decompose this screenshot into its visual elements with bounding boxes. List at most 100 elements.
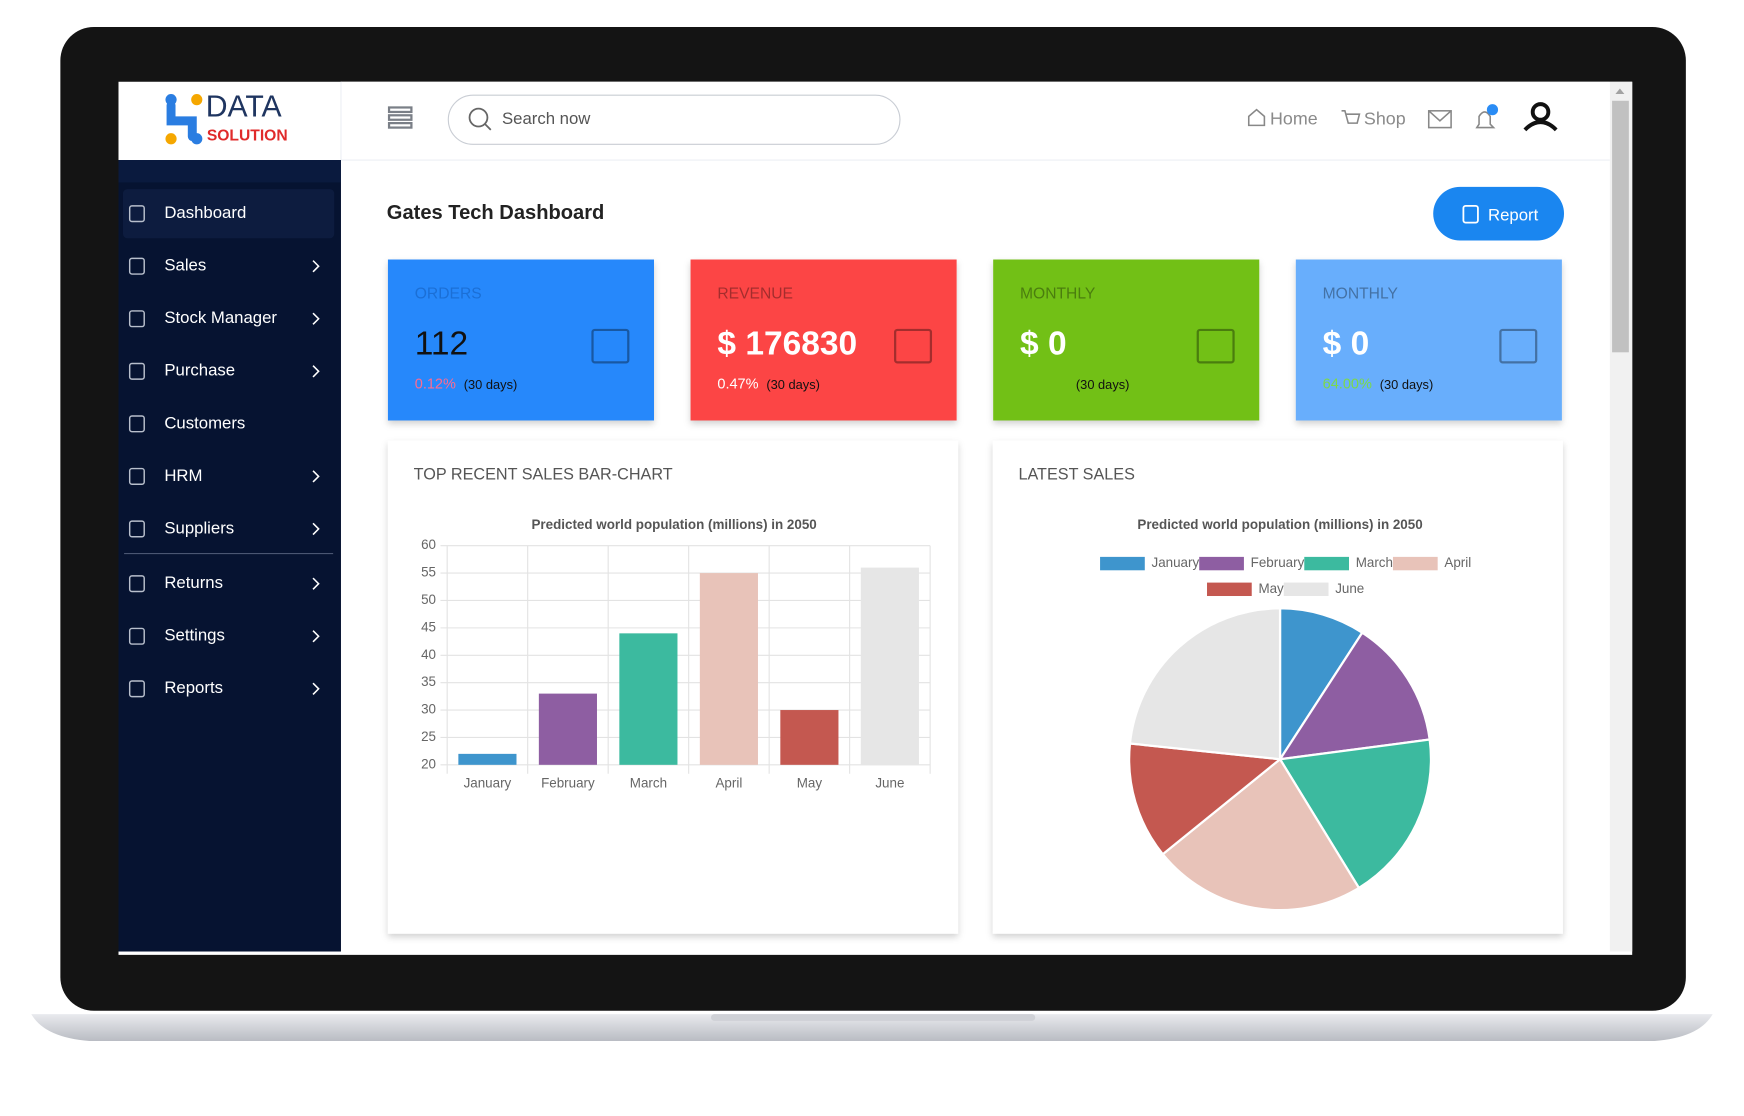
y-tick-label: 35 [421, 674, 436, 689]
x-tick-label: May [797, 775, 823, 790]
card-icon[interactable] [1499, 328, 1538, 364]
menu-icon [128, 627, 145, 645]
logo[interactable]: DATA SOLUTION [165, 91, 288, 145]
menu-item[interactable]: Customers [164, 413, 245, 432]
report-button[interactable] [1433, 186, 1565, 241]
chevron [312, 365, 320, 378]
pie-slice[interactable] [1278, 738, 1433, 890]
y-tick-label: 60 [421, 537, 436, 552]
pie-slice[interactable] [1128, 607, 1282, 761]
card-label: REVENUE [717, 285, 793, 302]
x-tick-label: January [464, 775, 512, 790]
card-period: (30 days) [464, 377, 518, 392]
scroll-up[interactable] [1615, 88, 1625, 95]
menu-icon [128, 310, 145, 328]
laptop-base [31, 1014, 1713, 1041]
bar[interactable] [538, 693, 597, 765]
stat-card [690, 259, 957, 421]
y-tick-label: 40 [421, 647, 436, 662]
card-icon[interactable] [1196, 328, 1235, 364]
menu-item[interactable]: Sales [164, 256, 206, 275]
menu-item[interactable]: Stock Manager [164, 308, 277, 327]
menu-item[interactable]: Settings [164, 626, 225, 645]
mail-icon [1428, 110, 1452, 122]
menu-icon [128, 520, 145, 538]
legend-label: June [1335, 581, 1364, 596]
card-period: (30 days) [1380, 377, 1434, 392]
chevron [312, 260, 320, 273]
mail-icon[interactable] [1427, 110, 1452, 129]
logo-bottom: SOLUTION [207, 128, 288, 145]
user-icon[interactable] [1530, 102, 1551, 122]
menu-item[interactable]: Reports [164, 678, 223, 697]
legend-swatch[interactable] [1207, 582, 1252, 597]
card-value: $ 0 [1020, 325, 1067, 362]
card-icon[interactable] [894, 328, 933, 364]
menu-icon [128, 467, 145, 485]
card-value: $ 0 [1323, 325, 1370, 362]
nav-link[interactable]: Home [1270, 108, 1318, 128]
sidebar [118, 160, 341, 952]
menu-icon [128, 257, 145, 275]
pie-slice[interactable] [1278, 607, 1364, 764]
card-change: 0.47% [717, 377, 758, 393]
bar[interactable] [780, 710, 839, 765]
menu-item[interactable]: Purchase [164, 361, 235, 380]
x-tick-label: June [875, 775, 904, 790]
legend-swatch[interactable] [1304, 556, 1349, 571]
pie-slice[interactable] [1128, 742, 1283, 856]
menu-item[interactable]: Suppliers [164, 518, 234, 537]
logo-top: DATA [206, 91, 283, 124]
bar[interactable] [458, 753, 517, 765]
card-period: (30 days) [766, 377, 820, 392]
y-tick-label: 50 [421, 592, 436, 607]
bar[interactable] [699, 573, 758, 765]
bar[interactable] [619, 633, 678, 765]
pie-slice[interactable] [1277, 631, 1431, 761]
chevron [312, 522, 320, 536]
card-label: ORDERS [415, 285, 482, 302]
logo-dot [165, 133, 177, 145]
card-label: MONTHLY [1020, 285, 1096, 302]
menu-item[interactable]: HRM [164, 466, 202, 485]
page-title: Gates Tech Dashboard [387, 202, 605, 224]
menu-item[interactable]: Returns [164, 573, 223, 592]
nav-link[interactable]: Shop [1364, 108, 1406, 128]
search-icon [468, 107, 489, 128]
charts: Predicted world population (millions) in… [421, 517, 1471, 912]
sidebar-shade [118, 160, 341, 183]
card-value: $ 176830 [717, 325, 857, 362]
chevron [312, 682, 320, 695]
bar[interactable] [860, 567, 919, 765]
menu-item[interactable]: Dashboard [164, 203, 246, 222]
legend-label: March [1356, 555, 1393, 570]
sidebar-menu: Dashboard Sales Stock Manager Purchase Custo… [122, 189, 335, 698]
scrollbar-thumb[interactable] [1612, 100, 1629, 353]
search-box[interactable] [447, 94, 901, 145]
panel-title: LATEST SALES [1018, 466, 1135, 484]
menu-icon [128, 575, 145, 593]
home-icon [1247, 108, 1266, 127]
stat-card [387, 259, 654, 421]
legend-swatch[interactable] [1283, 582, 1329, 597]
bell-icon[interactable] [1475, 111, 1496, 129]
x-tick-label: February [541, 775, 595, 790]
x-tick-label: April [715, 775, 742, 790]
pie-slice[interactable] [1161, 757, 1361, 912]
menu-toggle[interactable] [387, 106, 413, 129]
chevron [312, 312, 320, 325]
legend-swatch[interactable] [1199, 556, 1244, 571]
menu-icon [128, 205, 145, 223]
menu-icon [128, 680, 145, 698]
search-icon [484, 123, 492, 131]
card-icon[interactable] [591, 328, 630, 364]
legend-swatch[interactable] [1392, 556, 1438, 571]
y-tick-label: 55 [421, 565, 436, 580]
legend-label: February [1251, 555, 1305, 570]
card-period: (30 days) [1076, 377, 1130, 392]
report-button-label: Report [1488, 205, 1539, 224]
legend-label: January [1151, 555, 1199, 570]
legend-label: May [1258, 581, 1284, 596]
legend-swatch[interactable] [1100, 556, 1145, 571]
